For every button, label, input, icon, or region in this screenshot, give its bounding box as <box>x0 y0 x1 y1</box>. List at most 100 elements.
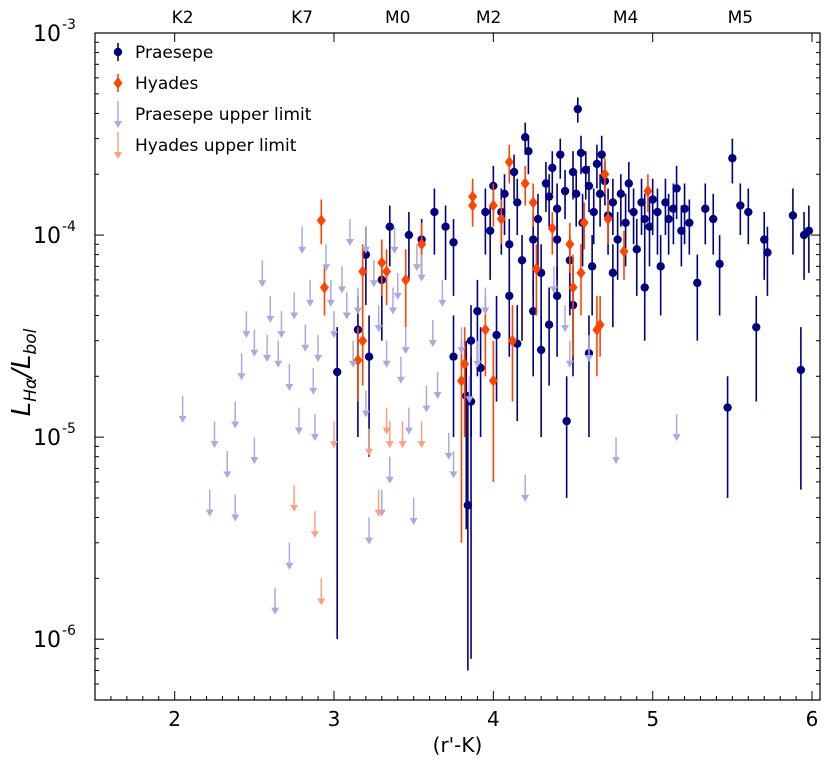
data-point-circle <box>637 198 646 207</box>
upper-limit-arrowhead <box>398 441 407 449</box>
upper-limit-arrowhead <box>549 286 558 294</box>
series-praesepe <box>332 97 814 671</box>
y-tick-label: 10 <box>33 628 61 653</box>
upper-limit-marker <box>237 353 246 381</box>
upper-limit-marker <box>369 260 378 288</box>
upper-limit-arrowhead <box>309 387 318 395</box>
data-point-diamond <box>504 155 514 168</box>
data-point-circle <box>672 184 681 193</box>
data-point-circle <box>653 207 662 217</box>
series-hyades-upper-limit <box>290 407 426 606</box>
data-point-diamond <box>382 265 392 278</box>
upper-limit-marker <box>412 244 421 272</box>
upper-limit-marker <box>205 489 214 517</box>
data-point-diamond <box>603 213 613 226</box>
axes-layer: 2 3 4 5 610-610-510-410-3 K2 K7 M0 M2 M4 M5 <box>33 8 820 731</box>
upper-limit-arrowhead <box>223 471 232 479</box>
x-tick-label: 2 <box>168 707 181 731</box>
data-point-circle <box>656 262 665 271</box>
data-point-diamond <box>576 266 586 279</box>
upper-limit-arrowhead <box>481 307 490 315</box>
upper-limit-marker <box>294 407 303 435</box>
upper-limit-marker <box>401 327 410 355</box>
upper-limit-marker <box>385 456 394 484</box>
upper-limit-marker <box>317 578 326 606</box>
data-point-circle <box>592 159 602 169</box>
upper-limit-arrowhead <box>210 441 219 449</box>
legend: Praesepe Hyades Praesepe upper limit Hyades… <box>113 43 312 159</box>
data-point-circle <box>677 226 686 235</box>
upper-limit-marker <box>322 244 331 272</box>
upper-limit-marker <box>465 376 474 404</box>
upper-limit-marker <box>417 254 426 282</box>
upper-limit-arrowhead <box>310 531 319 539</box>
y-tick-exponent: -3 <box>62 17 76 33</box>
data-point-circle <box>500 189 509 199</box>
data-point-circle <box>587 262 597 271</box>
legend-label: Hyades <box>135 74 199 94</box>
upper-limit-marker <box>342 292 351 320</box>
upper-limit-marker <box>417 421 426 449</box>
upper-limit-marker <box>361 390 370 418</box>
upper-limit-arrowhead <box>290 312 299 320</box>
upper-limit-arrowhead <box>361 246 370 254</box>
data-point-diamond <box>401 273 411 286</box>
upper-limit-marker <box>365 428 374 456</box>
data-point-circle <box>552 291 562 301</box>
upper-limit-arrowhead <box>274 360 283 368</box>
data-point-circle <box>466 336 476 345</box>
upper-limit-arrowhead <box>365 448 374 456</box>
upper-limit-marker <box>549 266 558 294</box>
upper-limit-marker <box>306 279 315 307</box>
upper-limit-marker <box>449 451 458 479</box>
top-axis-label: M0 <box>385 8 410 28</box>
data-point-circle <box>680 204 689 213</box>
upper-limit-marker <box>428 319 437 347</box>
upper-limit-arrowhead <box>263 355 272 363</box>
legend-entry: Hyades <box>113 74 199 94</box>
upper-limit-arrowhead <box>271 607 280 615</box>
upper-limit-arrowhead <box>457 347 466 355</box>
upper-limit-arrowhead <box>114 152 122 159</box>
upper-limit-marker <box>393 272 402 300</box>
upper-limit-arrowhead <box>342 312 351 320</box>
legend-marker-circle <box>113 47 123 57</box>
legend-label: Hyades upper limit <box>135 136 297 156</box>
upper-limit-marker <box>231 401 240 429</box>
legend-marker-arrow <box>114 101 122 128</box>
data-point-circle <box>332 367 342 377</box>
upper-limit-marker <box>290 292 299 320</box>
data-point-circle <box>664 214 673 224</box>
upper-limit-arrowhead <box>266 315 275 323</box>
data-point-circle <box>645 222 654 231</box>
upper-limit-arrowhead <box>612 457 621 465</box>
data-point-diamond <box>496 213 506 226</box>
data-point-circle <box>562 416 571 426</box>
upper-limit-arrowhead <box>237 373 246 381</box>
data-point-circle <box>560 186 570 196</box>
upper-limit-marker <box>298 226 307 254</box>
upper-limit-arrowhead <box>404 427 413 435</box>
upper-limit-marker <box>310 414 319 442</box>
upper-limit-arrowhead <box>205 509 214 517</box>
data-point-circle <box>509 167 519 177</box>
data-point-circle <box>621 218 630 227</box>
upper-limit-arrowhead <box>314 355 323 363</box>
upper-limit-marker <box>330 421 339 449</box>
data-point-circle <box>544 320 554 329</box>
y-tick-exponent: -5 <box>62 421 76 437</box>
upper-limit-arrowhead <box>231 514 240 522</box>
upper-limit-marker <box>178 395 187 423</box>
upper-limit-arrowhead <box>298 246 307 254</box>
data-point-diamond <box>579 216 589 229</box>
series-hyades <box>316 144 653 543</box>
plot-frame <box>94 32 821 701</box>
data-point-circle <box>492 330 501 340</box>
top-axis-label: K2 <box>172 8 194 28</box>
data-point-circle <box>629 207 638 217</box>
data-point-circle <box>548 163 557 173</box>
upper-limit-arrowhead <box>242 331 251 339</box>
upper-limit-arrowhead <box>422 405 431 413</box>
upper-limit-arrowhead <box>473 360 482 368</box>
data-point-circle <box>536 345 546 355</box>
